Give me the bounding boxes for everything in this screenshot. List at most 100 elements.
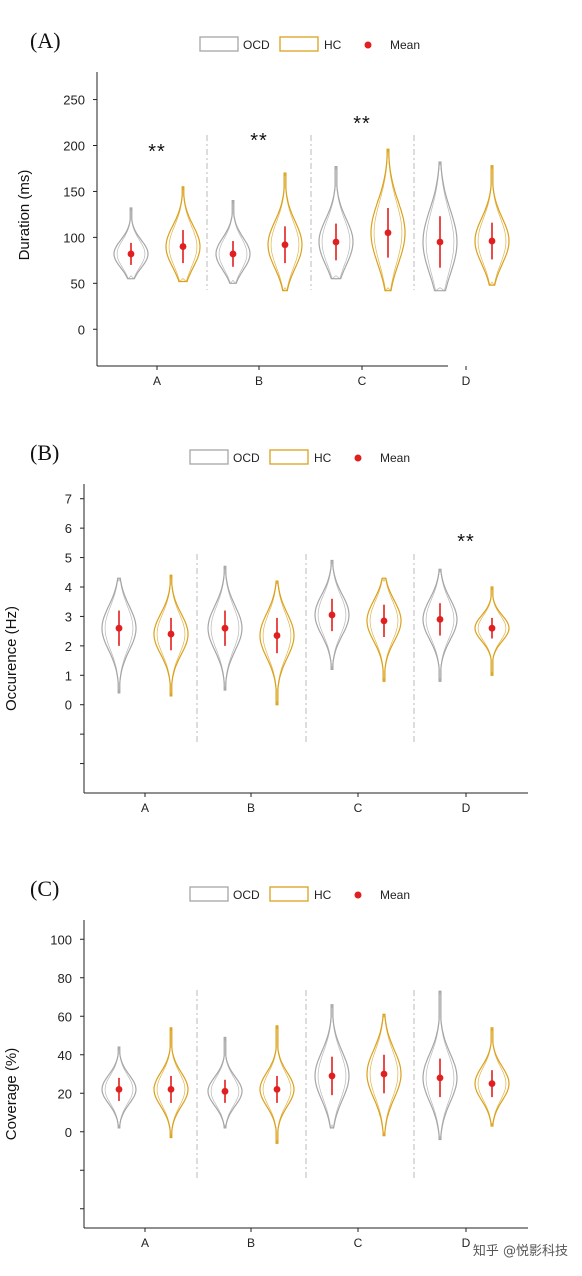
violin-inner-ocd-D (425, 991, 455, 1140)
legend-ocd-label: OCD (233, 888, 260, 902)
legend-mean-marker (354, 891, 362, 899)
violin-hc-C (366, 1013, 402, 1137)
violin-ocd-D (422, 568, 458, 682)
mean-point-ocd-B (221, 1087, 229, 1095)
legend-hc-label: HC (314, 451, 332, 465)
mean-point-hc-D (488, 1080, 496, 1088)
watermark: 知乎 @悦影科技 (473, 1243, 568, 1259)
y-tick-label: 2 (65, 639, 72, 654)
x-tick-label-C: C (354, 801, 363, 815)
x-tick-label-D: D (462, 1236, 471, 1250)
violin-inner-hc-A (156, 575, 186, 696)
violin-inner-ocd-A (104, 578, 134, 693)
y-axis-label: Duration (ms) (16, 170, 33, 261)
violin-inner-ocd-C (317, 1004, 347, 1130)
legend-hc-label: HC (314, 888, 332, 902)
mean-point-hc-A (167, 630, 175, 638)
panel-label: (C) (30, 876, 59, 901)
legend-mean-label: Mean (390, 38, 420, 52)
legend-ocd-label: OCD (243, 38, 270, 52)
mean-point-ocd-A (115, 1086, 123, 1093)
mean-point-hc-B (281, 241, 289, 249)
legend-mean-label: Mean (380, 451, 410, 465)
violin-inner-ocd-C (317, 560, 347, 670)
violin-hc-B (259, 1025, 295, 1144)
violin-inner-hc-A (156, 1027, 186, 1138)
x-tick-label-B: B (247, 1236, 255, 1250)
violin-inner-ocd-D (425, 161, 455, 292)
violin-hc-A (153, 574, 189, 697)
violin-inner-ocd-B (210, 1037, 240, 1128)
violin-inner-hc-D (477, 165, 507, 286)
y-tick-label: 100 (50, 932, 72, 947)
panel-label: (A) (30, 28, 61, 53)
violin-hc-D (474, 1027, 510, 1127)
mean-point-ocd-A (127, 250, 135, 258)
violin-ocd-D (422, 990, 458, 1141)
mean-point-ocd-C (328, 611, 336, 619)
y-tick-label: 0 (78, 322, 85, 337)
x-tick-label-A: A (141, 1236, 149, 1250)
y-axis-label: Coverage (%) (3, 1048, 20, 1141)
y-tick-label: 20 (58, 1086, 72, 1101)
mean-point-hc-C (384, 229, 392, 237)
violin-inner-ocd-C (321, 166, 351, 280)
violin-hc-B (259, 580, 295, 706)
violin-inner-hc-B (270, 173, 300, 292)
violin-hc-C (366, 577, 402, 682)
mean-point-hc-A (167, 1086, 175, 1093)
y-tick-label: 6 (65, 521, 72, 536)
violin-inner-ocd-D (425, 569, 455, 682)
significance-marker-D: ** (457, 531, 475, 553)
violin-ocd-A (101, 1046, 137, 1129)
violin-hc-D (474, 586, 510, 676)
legend: OCD HC Mean (189, 886, 410, 902)
mean-point-ocd-C (332, 238, 340, 246)
violin-inner-hc-C (369, 577, 399, 682)
legend: OCD HC Mean (199, 36, 420, 52)
legend-mean-label: Mean (380, 888, 410, 902)
y-tick-label: 0 (65, 1125, 72, 1140)
x-tick-label-C: C (358, 374, 367, 388)
significance-marker-B: ** (250, 130, 268, 152)
violin-inner-hc-A (168, 186, 198, 283)
violin-ocd-B (215, 199, 251, 284)
legend-mean-marker (364, 41, 372, 49)
violin-ocd-C (314, 1004, 350, 1129)
legend: OCD HC Mean (189, 449, 410, 465)
violin-inner-ocd-A (116, 207, 146, 280)
mean-point-ocd-D (436, 1074, 444, 1082)
mean-point-ocd-D (436, 238, 444, 246)
violin-inner-hc-C (369, 1014, 399, 1136)
legend-hc-label: HC (324, 38, 342, 52)
violin-hc-B (267, 172, 303, 292)
violin-ocd-B (207, 565, 243, 691)
y-tick-label: 100 (63, 230, 85, 245)
panel-label: (B) (30, 440, 59, 465)
mean-point-hc-C (380, 617, 388, 625)
y-tick-label: 80 (58, 971, 72, 986)
legend-ocd-label: OCD (233, 451, 260, 465)
mean-point-hc-D (488, 237, 496, 245)
violin-ocd-A (113, 207, 149, 280)
y-tick-label: 150 (63, 184, 85, 199)
y-tick-label: 7 (65, 492, 72, 507)
violin-inner-ocd-B (218, 200, 248, 284)
y-tick-label: 1 (65, 668, 72, 683)
violin-hc-C (370, 148, 406, 292)
significance-marker-C: ** (353, 113, 371, 135)
legend-ocd-swatch (199, 36, 239, 52)
violin-ocd-C (314, 559, 350, 670)
y-tick-label: 250 (63, 93, 85, 108)
mean-point-hc-C (380, 1070, 388, 1078)
violin-hc-D (474, 165, 510, 286)
mean-point-hc-D (488, 624, 496, 632)
legend-hc-swatch (279, 36, 319, 52)
chart-panel-3: (C) OCD HC Mean 0 20 40 60 80 100 Coverage (%) A B C D (3, 876, 528, 1250)
x-tick-label-D: D (462, 801, 471, 815)
y-tick-label: 0 (65, 698, 72, 713)
mean-point-ocd-B (221, 624, 229, 632)
x-tick-label-B: B (255, 374, 263, 388)
violin-inner-hc-C (373, 149, 403, 292)
legend-ocd-swatch (189, 449, 229, 465)
